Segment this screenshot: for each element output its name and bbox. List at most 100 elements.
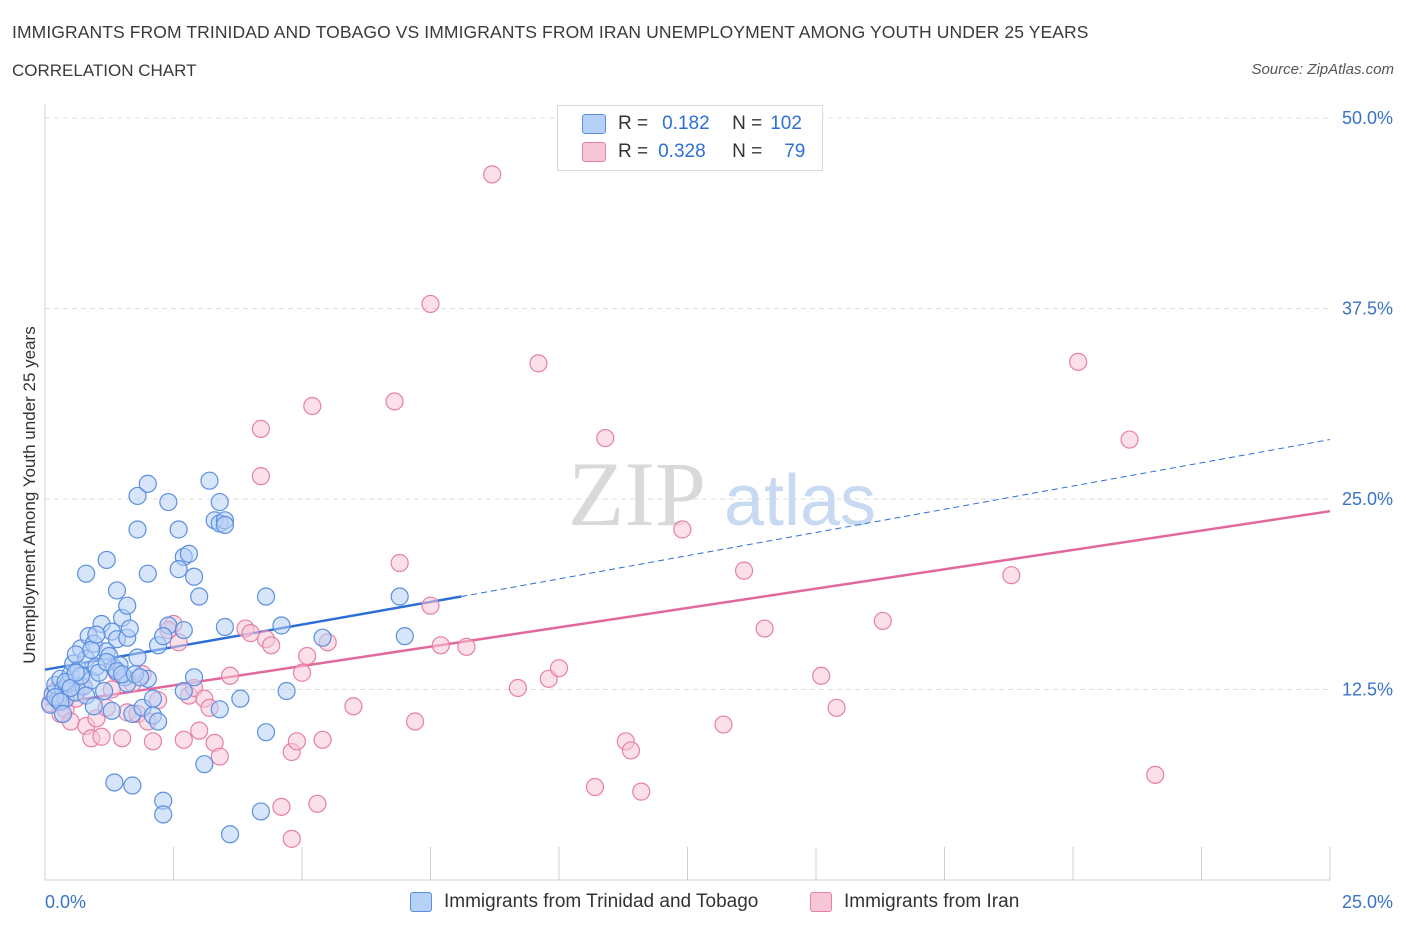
watermark-atlas: atlas: [724, 461, 876, 541]
axes: [44, 104, 1331, 881]
data-point-trinidad: [95, 681, 114, 701]
data-point-trinidad: [148, 712, 168, 731]
data-point-trinidad: [256, 587, 276, 606]
data-point-iran: [390, 553, 409, 573]
x-tick-label-min: 0.0%: [45, 892, 86, 912]
data-point-trinidad: [130, 668, 150, 687]
y-tick-label: 12.5%: [1342, 680, 1393, 700]
legend-r-value: 0.182: [662, 113, 710, 134]
data-point-trinidad: [77, 564, 96, 583]
data-point-trinidad: [154, 805, 173, 824]
data-point-iran: [220, 666, 240, 685]
y-tick-label: 25.0%: [1342, 489, 1393, 509]
legend-r-label: R =: [618, 113, 649, 134]
chart-subtitle: CORRELATION CHART: [12, 61, 197, 80]
data-point-trinidad: [272, 616, 291, 635]
data-point-iran: [457, 637, 476, 656]
data-point-trinidad: [159, 492, 178, 512]
data-point-iran: [308, 794, 327, 813]
data-point-iran: [483, 165, 502, 184]
data-point-trinidad: [97, 550, 116, 570]
data-point-iran: [174, 730, 193, 749]
data-point-trinidad: [231, 689, 250, 708]
data-point-trinidad: [143, 689, 163, 708]
bottom-legend-swatch-pink: [810, 892, 832, 912]
legend-r-label: R =: [618, 141, 649, 162]
data-point-iran: [421, 596, 440, 615]
bottom-legend-iran: Immigrants from Iran: [810, 888, 1019, 916]
bottom-legend-swatch-blue: [410, 892, 432, 912]
data-point-trinidad: [251, 802, 270, 821]
data-point-iran: [508, 678, 527, 698]
watermark: ZIP atlas: [568, 443, 876, 545]
data-point-trinidad: [84, 697, 103, 716]
source-label: Source: ZipAtlas.com: [1251, 61, 1394, 78]
data-point-trinidad: [120, 619, 139, 638]
data-point-trinidad: [154, 627, 173, 646]
data-point-iran: [873, 611, 892, 631]
data-point-iran: [251, 419, 270, 438]
data-point-trinidad: [277, 681, 296, 701]
legend-r-value: 0.328: [658, 141, 706, 162]
data-point-iran: [632, 782, 651, 801]
data-point-trinidad: [210, 492, 229, 512]
data-point-iran: [621, 741, 641, 760]
data-point-trinidad: [87, 625, 106, 644]
data-point-trinidad: [138, 564, 157, 583]
data-point-iran: [714, 715, 733, 734]
trend-line-iran: [44, 509, 1331, 706]
tick-labels: 12.5% 25.0% 37.5% 50.0% 0.0% 25.0%: [45, 108, 1393, 912]
data-point-iran: [344, 697, 363, 716]
legend-n-label: N =: [732, 141, 763, 162]
data-point-trinidad: [169, 520, 188, 539]
y-tick-label: 50.0%: [1342, 108, 1393, 128]
data-point-iran: [92, 727, 111, 746]
chart-title: IMMIGRANTS FROM TRINIDAD AND TOBAGO VS I…: [12, 22, 1089, 42]
data-point-trinidad: [118, 596, 137, 615]
data-point-trinidad: [200, 471, 219, 490]
bottom-legend-trinidad: Immigrants from Trinidad and Tobago: [410, 888, 758, 916]
data-point-trinidad: [390, 587, 409, 606]
data-point-iran: [755, 619, 774, 638]
data-point-iran: [431, 636, 450, 655]
legend-swatch-pink: [582, 142, 606, 162]
legend-row-iran: R = 0.328 N = 79: [558, 139, 805, 165]
data-point-iran: [282, 829, 301, 848]
data-point-trinidad: [53, 704, 73, 723]
data-point-iran: [251, 467, 270, 486]
data-point-iran: [1120, 430, 1139, 449]
data-point-trinidad: [179, 544, 199, 563]
data-point-iran: [143, 732, 163, 751]
data-point-trinidad: [123, 776, 142, 795]
data-point-iran: [596, 428, 615, 448]
legend-n-value: 102: [770, 113, 802, 134]
data-point-trinidad: [174, 681, 193, 701]
bottom-legend-label: Immigrants from Trinidad and Tobago: [444, 891, 759, 912]
x-tick-label-max: 25.0%: [1342, 892, 1393, 912]
legend-n-value: 79: [784, 141, 806, 162]
data-point-iran: [313, 730, 332, 749]
data-point-trinidad: [102, 701, 121, 720]
legend-n-label: N =: [732, 113, 763, 134]
data-point-trinidad: [256, 723, 276, 742]
data-point-trinidad: [169, 560, 188, 579]
correlation-legend: R = 0.182 N = 102 R = 0.328 N = 79: [557, 105, 823, 171]
data-point-iran: [272, 797, 291, 816]
data-point-trinidad: [190, 587, 209, 606]
data-point-iran: [210, 747, 229, 766]
data-point-trinidad: [105, 773, 124, 792]
data-point-iran: [112, 729, 132, 748]
data-point-iran: [673, 520, 692, 539]
data-point-trinidad: [395, 627, 414, 646]
data-point-trinidad: [82, 640, 101, 659]
grid-lines: [45, 117, 1330, 690]
data-point-trinidad: [138, 474, 157, 493]
data-point-iran: [827, 698, 846, 717]
legend-row-trinidad: R = 0.182 N = 102: [558, 111, 802, 137]
data-point-iran: [190, 721, 209, 740]
data-point-iran: [734, 561, 754, 580]
data-point-iran: [298, 646, 317, 666]
data-point-iran: [287, 732, 306, 751]
data-point-trinidad: [215, 617, 234, 637]
data-point-iran: [1146, 765, 1165, 784]
